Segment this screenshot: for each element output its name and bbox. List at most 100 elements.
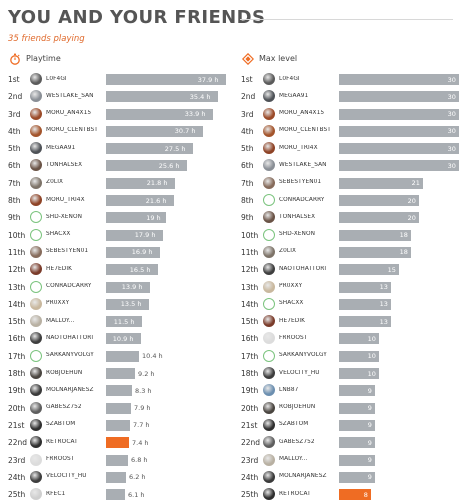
leaderboard-row[interactable]: 5th MEGAA91 27.5 h bbox=[8, 140, 226, 157]
leaderboard-row[interactable]: 4th MORU_CLENTBST 30 bbox=[241, 123, 459, 140]
leaderboard-row[interactable]: 9th TONHALSEX 20 bbox=[241, 209, 459, 226]
leaderboard-row[interactable]: 21st SZABTOM 9 bbox=[241, 417, 459, 434]
leaderboard-row[interactable]: 22nd RETROCAT 7.4 h bbox=[8, 434, 226, 451]
leaderboard-row[interactable]: 20th GABESZ752 7.9 h bbox=[8, 400, 226, 417]
player-name[interactable]: SZABTOM bbox=[46, 421, 76, 428]
leaderboard-row[interactable]: 20th ROBJOEHUN 9 bbox=[241, 400, 459, 417]
player-name[interactable]: VELOCITY_HU bbox=[46, 473, 87, 480]
leaderboard-row[interactable]: 3rd MORU_AN4X15 30 bbox=[241, 106, 459, 123]
player-name[interactable]: WESTLAKE_SAN bbox=[279, 161, 327, 168]
player-name[interactable]: NAOTOHATTORI bbox=[279, 265, 327, 272]
leaderboard-row[interactable]: 19th MOLNARJANESZ 8.3 h bbox=[8, 382, 226, 399]
player-name[interactable]: MOLNARJANESZ bbox=[46, 386, 94, 393]
leaderboard-row[interactable]: 12th HE7EDIK 16.5 h bbox=[8, 261, 226, 278]
player-name[interactable]: SARKANYVOLGY bbox=[46, 352, 94, 359]
player-name[interactable]: FRROOST bbox=[279, 334, 308, 341]
player-name[interactable]: SARKANYVOLGY bbox=[279, 352, 327, 359]
player-name[interactable]: WESTLAKE_SAN bbox=[46, 92, 94, 99]
player-name[interactable]: SHACXX bbox=[279, 300, 304, 307]
player-name[interactable]: MORU_AN4X15 bbox=[279, 110, 325, 117]
leaderboard-row[interactable]: 25th RETROCAT 8 bbox=[241, 486, 459, 500]
leaderboard-row[interactable]: 24th VELOCITY_HU 6.2 h bbox=[8, 469, 226, 486]
player-name[interactable]: CONRADCARRY bbox=[279, 196, 325, 203]
leaderboard-row[interactable]: 6th TONHALSEX 25.6 h bbox=[8, 157, 226, 174]
leaderboard-row[interactable]: 8th MORU_TRI4X 21.6 h bbox=[8, 192, 226, 209]
leaderboard-row[interactable]: 10th SHACXX 17.9 h bbox=[8, 227, 226, 244]
player-name[interactable]: HE7EDIK bbox=[279, 317, 306, 324]
player-name[interactable]: TONHALSEX bbox=[46, 161, 83, 168]
player-name[interactable]: SEBESTYEN01 bbox=[46, 248, 89, 255]
player-name[interactable]: MORU_AN4X15 bbox=[46, 110, 92, 117]
leaderboard-row[interactable]: 1st L0F4GI 37.9 h bbox=[8, 71, 226, 88]
player-name[interactable]: VELOCITY_HU bbox=[279, 369, 320, 376]
player-name[interactable]: L0F4GI bbox=[46, 75, 67, 82]
player-name[interactable]: PR0XXY bbox=[279, 283, 303, 290]
player-name[interactable]: L0F4GI bbox=[279, 75, 300, 82]
leaderboard-row[interactable]: 14th PR0XXY 13.5 h bbox=[8, 296, 226, 313]
leaderboard-row[interactable]: 18th VELOCITY_HU 10 bbox=[241, 365, 459, 382]
leaderboard-row[interactable]: 12th NAOTOHATTORI 15 bbox=[241, 261, 459, 278]
leaderboard-row[interactable]: 14th SHACXX 13 bbox=[241, 296, 459, 313]
player-name[interactable]: MEGAA91 bbox=[279, 92, 309, 99]
player-name[interactable]: SHD-XENON bbox=[279, 231, 316, 238]
leaderboard-row[interactable]: 25th RFEC1 6.1 h bbox=[8, 486, 226, 500]
player-name[interactable]: GABESZ752 bbox=[46, 404, 82, 411]
leaderboard-row[interactable]: 11th SEBESTYEN01 16.9 h bbox=[8, 244, 226, 261]
leaderboard-row[interactable]: 2nd MEGAA91 30 bbox=[241, 88, 459, 105]
leaderboard-row[interactable]: 15th MALLOY... 11.5 h bbox=[8, 313, 226, 330]
player-name[interactable]: CONRADCARRY bbox=[46, 283, 92, 290]
leaderboard-row[interactable]: 19th LNB87 9 bbox=[241, 382, 459, 399]
player-name[interactable]: RETROCAT bbox=[46, 438, 78, 445]
leaderboard-row[interactable]: 1st L0F4GI 30 bbox=[241, 71, 459, 88]
leaderboard-row[interactable]: 7th SEBESTYEN01 21 bbox=[241, 175, 459, 192]
leaderboard-row[interactable]: 17th SARKANYVOLGY 10 bbox=[241, 348, 459, 365]
leaderboard-row[interactable]: 3rd MORU_AN4X15 33.9 h bbox=[8, 106, 226, 123]
leaderboard-row[interactable]: 7th Z0LIX 21.8 h bbox=[8, 175, 226, 192]
player-name[interactable]: SHD-XENON bbox=[46, 213, 83, 220]
player-name[interactable]: Z0LIX bbox=[279, 248, 297, 255]
player-name[interactable]: SZABTOM bbox=[279, 421, 309, 428]
player-name[interactable]: TONHALSEX bbox=[279, 213, 316, 220]
leaderboard-row[interactable]: 9th SHD-XENON 19 h bbox=[8, 209, 226, 226]
player-name[interactable]: MORU_TRI4X bbox=[279, 144, 318, 151]
player-name[interactable]: MEGAA91 bbox=[46, 144, 76, 151]
leaderboard-row[interactable]: 23rd MALLOY... 9 bbox=[241, 452, 459, 469]
leaderboard-row[interactable]: 10th SHD-XENON 18 bbox=[241, 227, 459, 244]
leaderboard-row[interactable]: 17th SARKANYVOLGY 10.4 h bbox=[8, 348, 226, 365]
leaderboard-row[interactable]: 23rd FRROOST 6.8 h bbox=[8, 452, 226, 469]
player-name[interactable]: GABESZ752 bbox=[279, 438, 315, 445]
leaderboard-row[interactable]: 16th NAOTOHATTORI 10.9 h bbox=[8, 330, 226, 347]
player-name[interactable]: MOLNARJANESZ bbox=[279, 473, 327, 480]
leaderboard-row[interactable]: 16th FRROOST 10 bbox=[241, 330, 459, 347]
leaderboard-row[interactable]: 6th WESTLAKE_SAN 30 bbox=[241, 157, 459, 174]
player-name[interactable]: RETROCAT bbox=[279, 490, 311, 497]
leaderboard-row[interactable]: 22nd GABESZ752 9 bbox=[241, 434, 459, 451]
leaderboard-row[interactable]: 13th CONRADCARRY 13.9 h bbox=[8, 279, 226, 296]
player-name[interactable]: HE7EDIK bbox=[46, 265, 73, 272]
leaderboard-row[interactable]: 4th MORU_CLENTBST 30.7 h bbox=[8, 123, 226, 140]
leaderboard-row[interactable]: 21st SZABTOM 7.7 h bbox=[8, 417, 226, 434]
leaderboard-row[interactable]: 8th CONRADCARRY 20 bbox=[241, 192, 459, 209]
player-name[interactable]: ROBJOEHUN bbox=[46, 369, 83, 376]
leaderboard-row[interactable]: 2nd WESTLAKE_SAN 35.4 h bbox=[8, 88, 226, 105]
leaderboard-row[interactable]: 11th Z0LIX 18 bbox=[241, 244, 459, 261]
player-name[interactable]: MALLOY... bbox=[279, 456, 308, 463]
player-name[interactable]: NAOTOHATTORI bbox=[46, 334, 94, 341]
leaderboard-row[interactable]: 24th MOLNARJANESZ 9 bbox=[241, 469, 459, 486]
leaderboard-row[interactable]: 5th MORU_TRI4X 30 bbox=[241, 140, 459, 157]
player-name[interactable]: SHACXX bbox=[46, 231, 71, 238]
player-name[interactable]: MORU_CLENTBST bbox=[279, 127, 331, 134]
player-name[interactable]: FRROOST bbox=[46, 456, 75, 463]
player-name[interactable]: LNB87 bbox=[279, 386, 299, 393]
leaderboard-row[interactable]: 18th ROBJOEHUN 9.2 h bbox=[8, 365, 226, 382]
player-name[interactable]: MALLOY... bbox=[46, 317, 75, 324]
leaderboard-row[interactable]: 13th PR0XXY 13 bbox=[241, 279, 459, 296]
player-name[interactable]: RFEC1 bbox=[46, 490, 66, 497]
player-name[interactable]: SEBESTYEN01 bbox=[279, 179, 322, 186]
player-name[interactable]: MORU_CLENTBST bbox=[46, 127, 98, 134]
player-name[interactable]: ROBJOEHUN bbox=[279, 404, 316, 411]
leaderboard-row[interactable]: 15th HE7EDIK 13 bbox=[241, 313, 459, 330]
player-name[interactable]: MORU_TRI4X bbox=[46, 196, 85, 203]
player-name[interactable]: PR0XXY bbox=[46, 300, 70, 307]
player-name[interactable]: Z0LIX bbox=[46, 179, 64, 186]
